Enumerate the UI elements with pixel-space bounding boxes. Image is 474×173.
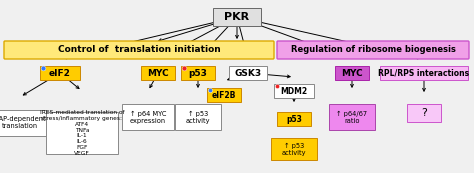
- Text: Control of  translation initiation: Control of translation initiation: [58, 45, 220, 54]
- Text: ↑ p53
activity: ↑ p53 activity: [186, 110, 210, 124]
- FancyBboxPatch shape: [46, 112, 118, 154]
- Text: IRES-mediated translation of
stress/inflammatory genes:
ATF4
TNFa
IL-1
IL-6
FGF
: IRES-mediated translation of stress/infl…: [40, 110, 124, 156]
- Text: ↑ p64/67
ratio: ↑ p64/67 ratio: [337, 110, 367, 124]
- FancyBboxPatch shape: [181, 66, 215, 80]
- Text: MDM2: MDM2: [281, 86, 308, 95]
- FancyBboxPatch shape: [407, 104, 441, 122]
- FancyBboxPatch shape: [335, 66, 369, 80]
- Text: GSK3: GSK3: [235, 69, 262, 78]
- FancyBboxPatch shape: [4, 41, 274, 59]
- Text: eIF2: eIF2: [49, 69, 71, 78]
- Text: ↑ p53
activity: ↑ p53 activity: [282, 142, 306, 156]
- Text: ↑ p64 MYC
expression: ↑ p64 MYC expression: [130, 110, 166, 124]
- FancyBboxPatch shape: [229, 66, 267, 80]
- FancyBboxPatch shape: [175, 104, 221, 130]
- FancyBboxPatch shape: [141, 66, 175, 80]
- FancyBboxPatch shape: [207, 88, 241, 102]
- FancyBboxPatch shape: [122, 104, 174, 130]
- FancyBboxPatch shape: [40, 66, 80, 80]
- Text: p53: p53: [286, 115, 302, 124]
- FancyBboxPatch shape: [0, 110, 46, 136]
- Text: CAP-dependent
translation: CAP-dependent translation: [0, 116, 46, 130]
- Text: MYC: MYC: [341, 69, 363, 78]
- FancyBboxPatch shape: [380, 66, 468, 80]
- Text: RPL/RPS interactions: RPL/RPS interactions: [378, 69, 470, 78]
- Text: eIF2B: eIF2B: [212, 90, 236, 99]
- Text: MYC: MYC: [147, 69, 169, 78]
- FancyBboxPatch shape: [274, 84, 314, 98]
- FancyBboxPatch shape: [213, 8, 261, 26]
- Text: Regulation of ribosome biogenesis: Regulation of ribosome biogenesis: [291, 45, 456, 54]
- FancyBboxPatch shape: [329, 104, 375, 130]
- FancyBboxPatch shape: [277, 41, 469, 59]
- FancyBboxPatch shape: [271, 138, 317, 160]
- FancyBboxPatch shape: [277, 112, 311, 126]
- Text: p53: p53: [189, 69, 208, 78]
- Text: ?: ?: [421, 108, 427, 118]
- Text: PKR: PKR: [224, 12, 250, 22]
